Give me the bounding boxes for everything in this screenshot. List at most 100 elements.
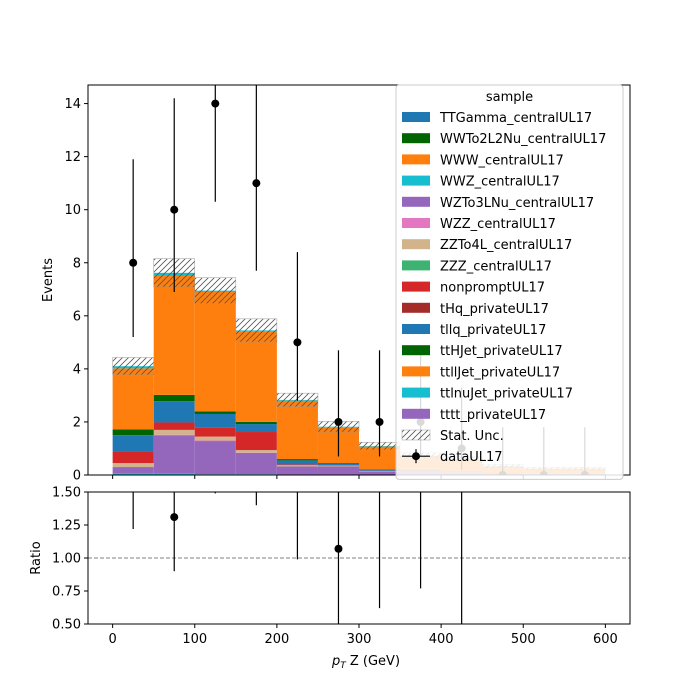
- legend-swatch-7: [402, 260, 430, 271]
- data-point-0: [129, 258, 138, 267]
- bar-tllq_privateUL17-bin-2: [194, 413, 236, 428]
- bar-tllq_privateUL17-bin-4: [276, 460, 318, 465]
- ratio-panel: 0.50 0.75 1.00 1.25 1.50 0 100 200 300 400 500 600…: [29, 486, 631, 671]
- main-y-tick-label-4: 8: [73, 256, 81, 271]
- ratio-x-tick-label-2: 200: [264, 632, 289, 647]
- legend-label-8: nonpromptUL17: [440, 281, 545, 296]
- ratio-point-1: [170, 513, 179, 522]
- bar-WZZ_centralUL17-bin-2: [194, 440, 236, 442]
- bar-WZTo3LNu_centralUL17-bin-5: [317, 466, 359, 475]
- legend-swatch-5: [402, 218, 430, 228]
- legend-item-8: nonpromptUL17: [402, 281, 545, 296]
- main-y-ticks: 0 2 4 6 8 10 12 14: [64, 97, 88, 484]
- legend-label-12: ttllJet_privateUL17: [440, 365, 560, 380]
- legend-item-0: TTGamma_centralUL17: [402, 111, 592, 126]
- legend-label-5: WZZ_centralUL17: [440, 217, 556, 232]
- ratio-y-tick-label-0: 0.50: [52, 618, 81, 633]
- legend-item-1: WWTo2L2Nu_centralUL17: [402, 132, 606, 147]
- stat-unc-bin-0: [112, 357, 154, 376]
- legend: sample TTGamma_centralUL17 WWTo2L2Nu_centr…: [395, 84, 624, 480]
- legend-swatch-15: [401, 429, 431, 441]
- bar-tllq_privateUL17-bin-1: [153, 401, 195, 423]
- legend-swatch-14: [402, 408, 430, 419]
- bar-ttllJet_privateUL17-bin-4: [276, 400, 318, 460]
- ratio-x-tick-label-1: 100: [182, 632, 207, 647]
- bar-WZZ_centralUL17-bin-1: [153, 434, 195, 436]
- ratio-x-tick-label-5: 500: [511, 632, 536, 647]
- legend-swatch-4: [402, 196, 430, 207]
- legend-item-10: tllq_privateUL17: [402, 323, 546, 338]
- bar-WWZ_centralUL17-bin-1: [153, 473, 195, 475]
- stat-unc-bin-2: [194, 277, 237, 304]
- data-point-2: [211, 99, 220, 108]
- legend-item-4: WZTo3LNu_centralUL17: [402, 196, 594, 211]
- main-y-tick-label-5: 10: [64, 203, 81, 218]
- bar-ttHJet_privateUL17-bin-1: [153, 394, 195, 402]
- bar-tllq_privateUL17-bin-6: [359, 469, 401, 471]
- legend-swatch-3: [402, 175, 430, 186]
- legend-item-7: ZZZ_centralUL17: [402, 259, 552, 274]
- ratio-y-ticks: 0.50 0.75 1.00 1.25 1.50: [52, 486, 88, 633]
- ratio-y-tick-label-2: 1.00: [52, 552, 81, 567]
- bar-nonpromptUL17-bin-4: [276, 464, 318, 466]
- legend-swatch-13: [402, 387, 430, 398]
- bar-WZTo3LNu_centralUL17-bin-3: [235, 452, 277, 475]
- bar-ZZTo4L_centralUL17-bin-5: [317, 465, 359, 467]
- legend-item-15: Stat. Unc.: [401, 429, 504, 444]
- legend-box: [395, 84, 624, 480]
- bar-ttHJet_privateUL17-bin-5: [317, 463, 359, 464]
- bar-ZZTo4L_centralUL17-bin-2: [194, 436, 236, 441]
- legend-label-11: ttHJet_privateUL17: [440, 344, 563, 359]
- bar-ttllJet_privateUL17-bin-6: [359, 446, 401, 470]
- legend-marker-16: [412, 452, 420, 461]
- legend-label-4: WZTo3LNu_centralUL17: [440, 196, 594, 211]
- main-y-tick-label-0: 0: [73, 469, 81, 484]
- stat-unc-bin-3: [235, 318, 278, 343]
- bar-ttllJet_privateUL17-bin-3: [235, 331, 277, 422]
- legend-swatch-1: [402, 133, 430, 144]
- bar-WZTo3LNu_centralUL17-bin-1: [153, 435, 195, 474]
- data-point-6: [375, 417, 384, 426]
- legend-item-6: ZZTo4L_centralUL17: [402, 238, 572, 253]
- bar-ttHJet_privateUL17-bin-6: [359, 469, 401, 470]
- legend-label-16: dataUL17: [440, 450, 503, 465]
- ratio-x-ticks: 0 100 200 300 400 500 600: [108, 624, 618, 647]
- legend-item-2: WWW_centralUL17: [402, 153, 564, 168]
- legend-swatch-9: [402, 302, 430, 313]
- ratio-point-5: [334, 544, 343, 553]
- data-point-1: [170, 205, 179, 214]
- bar-nonpromptUL17-bin-5: [317, 465, 359, 466]
- legend-swatch-6: [402, 239, 430, 250]
- main-y-tick-label-3: 6: [73, 309, 81, 324]
- main-y-tick-label-6: 12: [64, 150, 81, 165]
- ratio-x-tick-label-3: 300: [347, 632, 372, 647]
- bar-ZZTo4L_centralUL17-bin-4: [276, 465, 318, 467]
- bar-WZTo3LNu_centralUL17-bin-2: [194, 441, 236, 475]
- bar-nonpromptUL17-bin-2: [194, 427, 236, 437]
- bar-WZTo3LNu_centralUL17-bin-4: [276, 466, 318, 475]
- bar-ZZTo4L_centralUL17-bin-1: [153, 429, 195, 435]
- bar-WZTo3LNu_centralUL17-bin-0: [112, 467, 154, 474]
- bar-ttHJet_privateUL17-bin-0: [112, 429, 154, 436]
- legend-label-7: ZZZ_centralUL17: [440, 259, 552, 274]
- bar-tllq_privateUL17-bin-0: [112, 435, 154, 452]
- bar-tllq_privateUL17-bin-5: [317, 463, 359, 466]
- bar-tllq_privateUL17-bin-3: [235, 424, 277, 433]
- legend-swatch-12: [402, 366, 430, 377]
- legend-label-15: Stat. Unc.: [440, 429, 504, 444]
- ratio-x-tick-label-0: 0: [108, 632, 116, 647]
- ratio-y-tick-label-4: 1.50: [52, 486, 81, 501]
- main-y-tick-label-2: 4: [73, 362, 81, 377]
- x-axis-label-rest: Z (GeV): [346, 654, 400, 669]
- legend-label-3: WWZ_centralUL17: [440, 175, 560, 190]
- legend-label-2: WWW_centralUL17: [440, 153, 564, 168]
- main-y-tick-label-7: 14: [64, 97, 81, 112]
- legend-label-14: tttt_privateUL17: [440, 408, 546, 423]
- bar-ttHJet_privateUL17-bin-3: [235, 421, 277, 425]
- legend-title: sample: [486, 90, 533, 105]
- legend-swatch-10: [402, 324, 430, 334]
- ratio-y-axis-label: Ratio: [29, 541, 44, 574]
- data-point-4: [293, 338, 302, 347]
- legend-label-13: ttlnuJet_privateUL17: [440, 387, 573, 402]
